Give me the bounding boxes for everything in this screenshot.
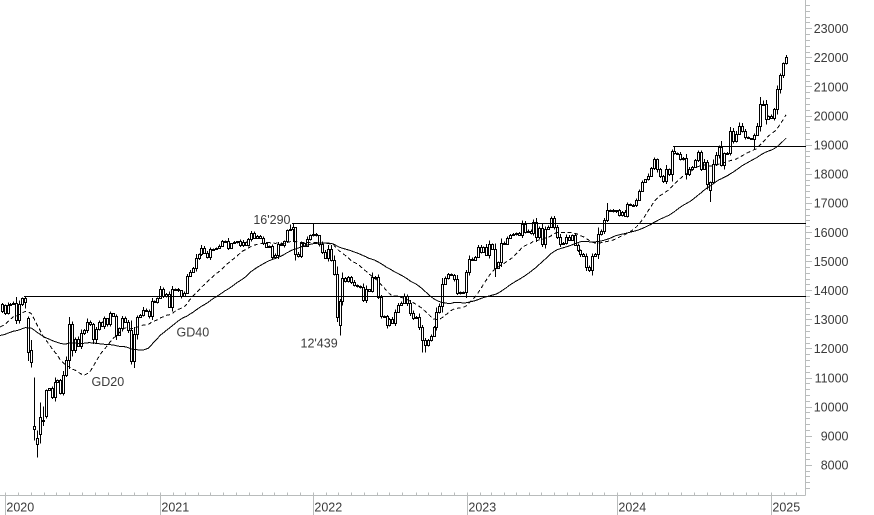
svg-text:14000: 14000 [814, 284, 849, 298]
svg-text:2020: 2020 [6, 501, 34, 515]
svg-text:18000: 18000 [814, 168, 849, 182]
svg-text:16000: 16000 [814, 226, 849, 240]
svg-text:22000: 22000 [814, 51, 849, 65]
svg-text:GD20: GD20 [92, 375, 125, 389]
svg-text:2025: 2025 [772, 501, 800, 515]
svg-text:12000: 12000 [814, 342, 849, 356]
svg-text:13000: 13000 [814, 313, 849, 327]
svg-text:11000: 11000 [815, 371, 849, 385]
svg-text:20000: 20000 [814, 109, 849, 123]
svg-text:2023: 2023 [468, 501, 496, 515]
svg-text:8000: 8000 [821, 459, 849, 473]
svg-text:23000: 23000 [814, 22, 849, 36]
svg-text:10000: 10000 [814, 400, 849, 414]
svg-text:2024: 2024 [618, 501, 646, 515]
svg-text:2022: 2022 [314, 501, 342, 515]
svg-text:17000: 17000 [814, 197, 849, 211]
svg-text:21000: 21000 [814, 80, 849, 94]
svg-text:9000: 9000 [821, 430, 849, 444]
svg-text:15000: 15000 [814, 255, 849, 269]
svg-text:2021: 2021 [161, 501, 189, 515]
svg-text:12'439: 12'439 [301, 337, 338, 351]
svg-text:GD40: GD40 [177, 326, 210, 340]
svg-text:16'290: 16'290 [253, 213, 290, 227]
svg-text:19000: 19000 [814, 139, 849, 153]
